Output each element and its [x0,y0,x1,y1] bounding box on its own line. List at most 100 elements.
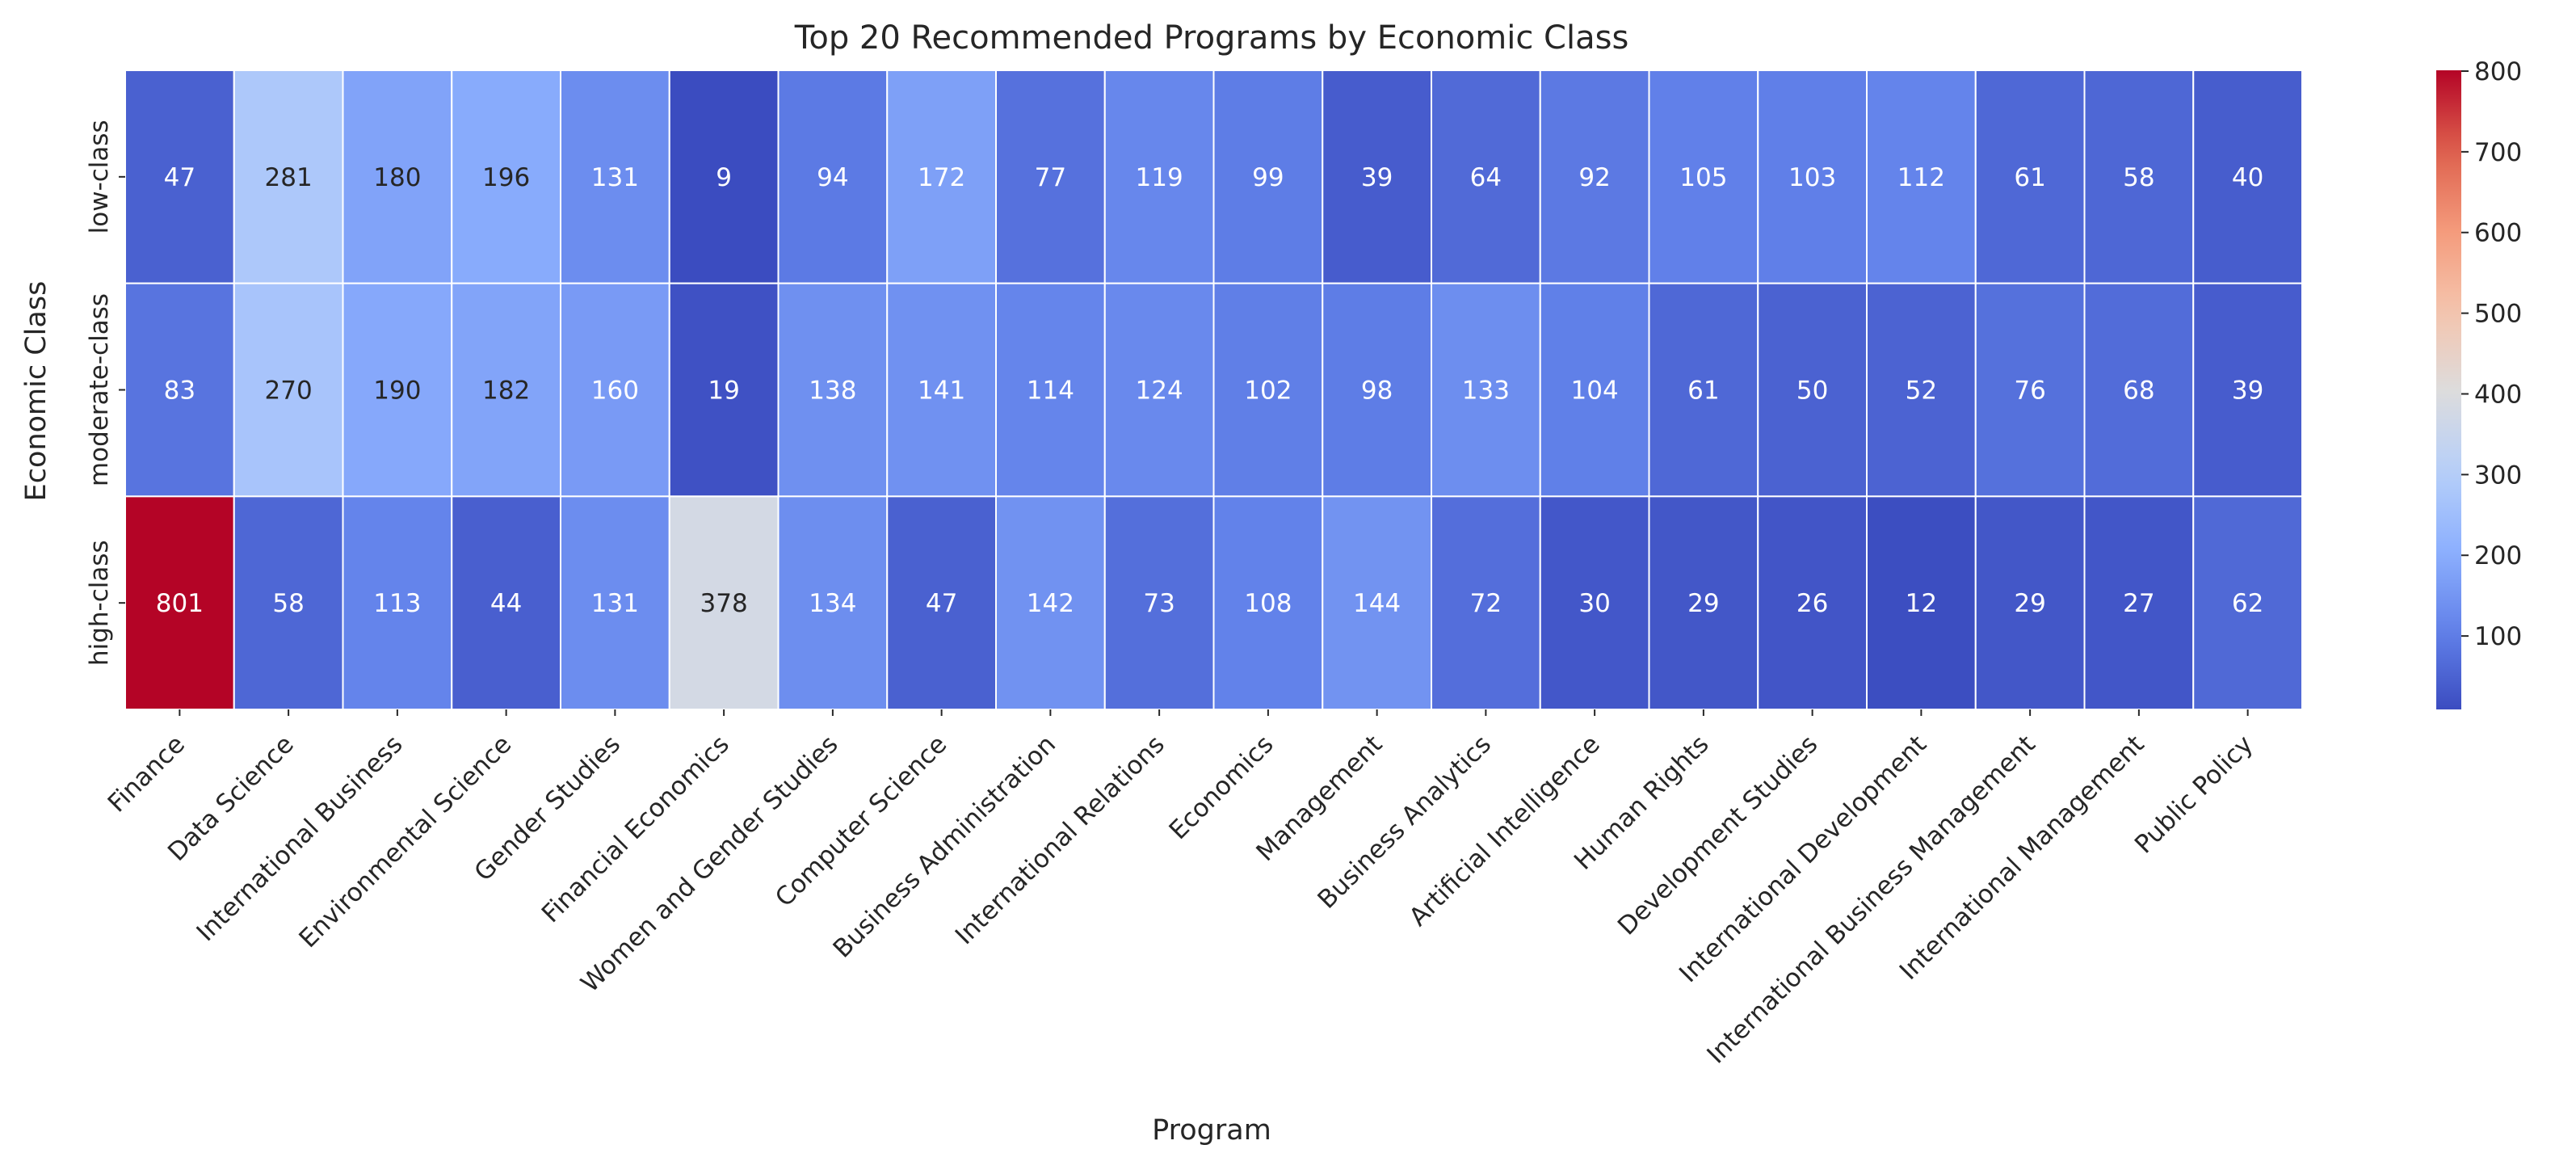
heatmap-cell [342,495,453,711]
chart-title: Top 20 Recommended Programs by Economic … [794,19,1629,57]
cell-value-label: 76 [2014,377,2045,406]
heatmap-cell [233,495,344,711]
heatmap-cell [1648,495,1759,711]
heatmap-cell [1757,495,1868,711]
cell-value-label: 9 [716,163,732,192]
colorbar-tick-label: 700 [2474,138,2522,167]
cell-value-label: 47 [926,589,957,618]
heatmap-cell [1866,495,1977,711]
cell-value-label: 77 [1035,163,1066,192]
heatmap-cell [1757,69,1868,284]
cell-value-label: 50 [1796,377,1828,406]
colorbar-tick-label: 200 [2474,541,2522,570]
y-tick-label: moderate-class [85,293,114,486]
heatmap-cell [1974,69,2086,284]
cell-value-label: 39 [2232,377,2263,406]
colorbar-tick-label: 400 [2474,380,2522,409]
cell-value-label: 180 [373,163,421,192]
cell-value-label: 160 [591,377,639,406]
x-tick-label: International Relations [950,730,1170,950]
y-axis-ticks: low-class moderate-class high-class [85,120,125,666]
cell-value-label: 133 [1462,377,1510,406]
heatmap-cell [1866,282,1977,498]
cell-value-label: 144 [1353,589,1401,618]
x-axis-label: Program [1152,1114,1271,1147]
cell-value-label: 94 [817,163,848,192]
heatmap-cell [1539,69,1650,284]
cell-value-label: 190 [373,377,421,406]
heatmap-cell [1103,495,1215,711]
heatmap-cell [451,69,561,284]
heatmap-cell [886,282,997,498]
cell-value-label: 29 [2014,589,2045,618]
x-tick-label: Environmental Science [293,730,517,953]
heatmap-cell [1539,495,1650,711]
heatmap-cell [560,282,670,498]
heatmap-cell [124,282,235,498]
x-tick-label: Economics [1164,730,1280,845]
heatmap-cell [2192,69,2303,284]
cell-value-label: 27 [2123,589,2154,618]
cell-value-label: 12 [1906,589,1937,618]
heatmap-cell [886,495,997,711]
cell-value-label: 131 [591,589,639,618]
cell-value-label: 99 [1252,163,1284,192]
heatmap-cell [1648,282,1759,498]
cell-value-label: 83 [164,377,195,406]
heatmap-cells [124,69,2303,711]
heatmap-cell [560,69,670,284]
heatmap-cell [777,495,889,711]
heatmap-cell [777,282,889,498]
heatmap-cell [1212,495,1324,711]
cell-value-label: 92 [1578,163,1610,192]
heatmap-cell [233,69,344,284]
heatmap-cell [560,495,670,711]
cell-value-label: 58 [272,589,304,618]
cell-value-label: 172 [918,163,965,192]
cell-value-label: 119 [1136,163,1183,192]
cell-value-label: 72 [1470,589,1502,618]
heatmap-cell [1757,282,1868,498]
heatmap-cell [1431,69,1541,284]
y-tick-label: high-class [85,540,114,666]
colorbar-tick-label: 100 [2474,622,2522,651]
cell-value-label: 61 [2014,163,2045,192]
cell-value-label: 58 [2123,163,2154,192]
cell-value-label: 378 [700,589,748,618]
cell-value-label: 142 [1027,589,1074,618]
heatmap-cell [995,495,1106,711]
heatmap-cell [668,495,780,711]
heatmap-cell [124,69,235,284]
cell-value-label: 39 [1361,163,1393,192]
colorbar-tick-label: 600 [2474,219,2522,248]
cell-value-label: 141 [918,377,965,406]
heatmap-cell [995,282,1106,498]
cell-value-label: 196 [482,163,530,192]
colorbar-tick-label: 500 [2474,300,2522,329]
colorbar: 100 200 300 400 500 600 700 800 [2436,57,2522,709]
cell-value-label: 30 [1578,589,1610,618]
cell-value-label: 104 [1571,377,1619,406]
cell-value-label: 124 [1136,377,1183,406]
cell-value-label: 40 [2232,163,2263,192]
cell-value-label: 68 [2123,377,2154,406]
heatmap-cell [1103,69,1215,284]
cell-value-label: 182 [482,377,530,406]
x-tick-label: Development Studies [1612,730,1823,941]
colorbar-tick-label: 800 [2474,57,2522,86]
cell-value-label: 29 [1687,589,1719,618]
x-tick-label: Artificial Intelligence [1404,730,1606,932]
x-tick-label: International Business [191,730,409,947]
cell-value-label: 108 [1244,589,1292,618]
cell-value-label: 62 [2232,589,2263,618]
cell-value-label: 52 [1906,377,1937,406]
heatmap-cell [1648,69,1759,284]
cell-value-label: 98 [1361,377,1393,406]
heatmap-cell [2192,282,2303,498]
cell-value-label: 73 [1143,589,1175,618]
x-tick-label: Finance [103,730,191,818]
heatmap-cell [2083,69,2195,284]
y-axis-label: Economic Class [20,281,53,502]
